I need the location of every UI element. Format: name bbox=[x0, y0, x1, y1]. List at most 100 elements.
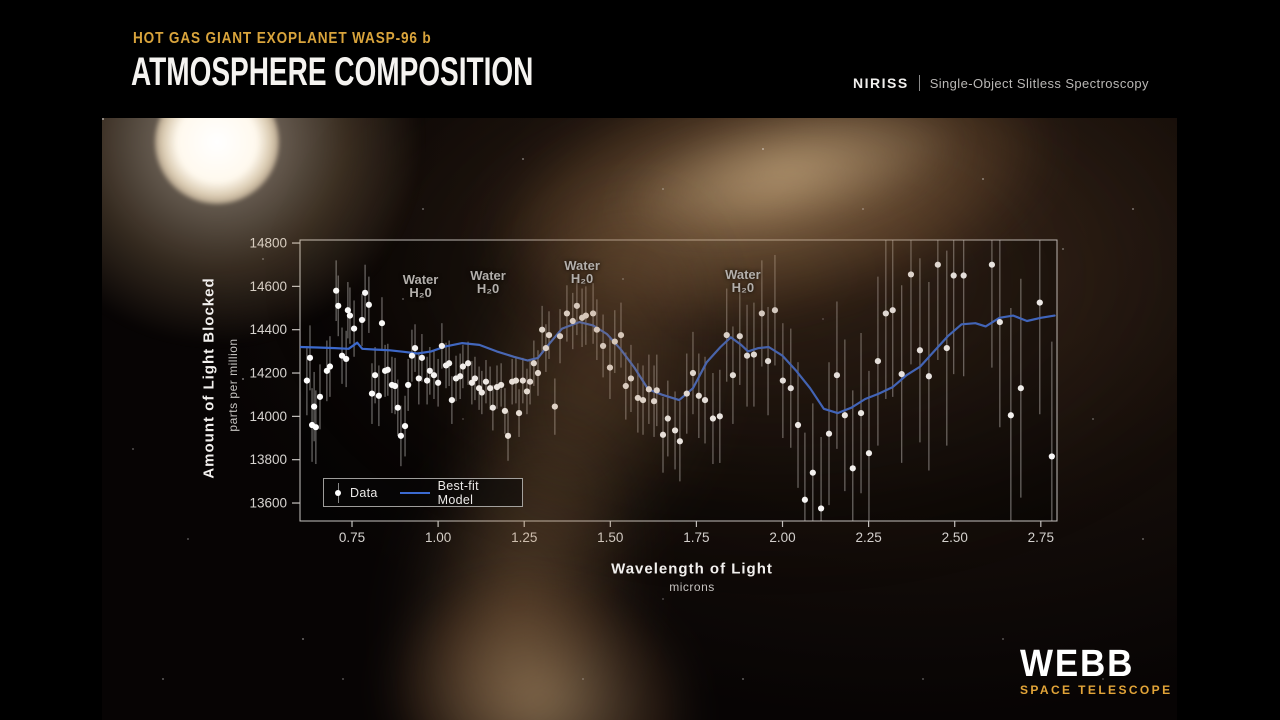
data-point bbox=[817, 505, 825, 512]
svg-text:2.25: 2.25 bbox=[855, 530, 881, 545]
data-point bbox=[438, 342, 445, 350]
kicker-text: HOT GAS GIANT EXOPLANET WASP-96 b bbox=[133, 30, 432, 47]
data-point bbox=[849, 465, 856, 472]
data-point bbox=[435, 379, 442, 386]
data-point bbox=[482, 378, 490, 385]
data-point bbox=[411, 345, 419, 352]
data-point bbox=[779, 377, 786, 384]
data-point bbox=[378, 320, 386, 327]
legend-model-label: Best-fit Model bbox=[437, 478, 479, 507]
data-point bbox=[729, 372, 737, 379]
data-point bbox=[426, 367, 433, 374]
data-point bbox=[833, 372, 841, 379]
instrument-info: NIRISS Single-Object Slitless Spectrosco… bbox=[853, 75, 1149, 91]
legend-point-icon bbox=[335, 489, 341, 496]
legend-data-label: Data bbox=[350, 485, 378, 500]
data-point bbox=[709, 415, 717, 422]
data-point bbox=[344, 307, 351, 314]
data-point bbox=[368, 390, 376, 397]
data-point bbox=[634, 394, 641, 402]
data-point bbox=[857, 410, 865, 417]
data-point bbox=[448, 397, 455, 404]
water-annotation: Water H₂0 bbox=[402, 271, 439, 300]
data-point bbox=[988, 261, 996, 268]
data-point bbox=[501, 407, 509, 415]
svg-text:1.75: 1.75 bbox=[683, 530, 709, 545]
data-point bbox=[716, 413, 723, 420]
data-point bbox=[478, 389, 485, 396]
data-point bbox=[943, 345, 950, 352]
data-point bbox=[599, 342, 607, 350]
data-point bbox=[401, 423, 409, 430]
data-point bbox=[650, 398, 658, 405]
data-point bbox=[306, 354, 314, 361]
data-point bbox=[457, 373, 464, 380]
data-point bbox=[925, 373, 932, 380]
svg-text:14000: 14000 bbox=[249, 409, 287, 424]
data-point bbox=[551, 403, 558, 410]
data-point bbox=[787, 385, 794, 392]
data-point bbox=[343, 355, 350, 363]
data-point bbox=[934, 261, 941, 268]
data-point bbox=[512, 377, 520, 384]
y-axis-title: Amount of Light Blocked bbox=[200, 277, 218, 479]
data-point bbox=[563, 310, 571, 317]
data-point bbox=[689, 369, 697, 377]
data-point bbox=[311, 403, 318, 410]
data-point bbox=[415, 375, 422, 382]
data-point bbox=[801, 496, 808, 503]
data-point bbox=[750, 351, 758, 358]
data-point bbox=[627, 375, 635, 382]
legend-model-line-icon bbox=[399, 491, 430, 494]
data-point bbox=[676, 438, 683, 445]
data-point bbox=[683, 390, 690, 397]
page-title: ATMOSPHERE COMPOSITION bbox=[131, 50, 534, 94]
data-point bbox=[530, 360, 537, 367]
data-point bbox=[1017, 385, 1024, 392]
data-point bbox=[464, 360, 472, 367]
data-point bbox=[898, 371, 905, 378]
data-point bbox=[471, 375, 479, 382]
data-point bbox=[335, 302, 342, 309]
data-point bbox=[468, 379, 475, 386]
data-point bbox=[423, 377, 431, 384]
data-point bbox=[874, 358, 882, 365]
legend-data-marker bbox=[334, 482, 342, 503]
data-point bbox=[606, 364, 614, 371]
svg-text:0.75: 0.75 bbox=[339, 530, 365, 545]
data-point bbox=[350, 325, 358, 332]
data-point bbox=[361, 289, 369, 296]
data-point bbox=[882, 310, 889, 317]
instrument-name: NIRISS bbox=[853, 75, 909, 91]
data-point bbox=[671, 427, 679, 434]
data-point bbox=[794, 421, 802, 429]
instrument-mode: Single-Object Slitless Spectroscopy bbox=[929, 75, 1149, 91]
data-point bbox=[371, 372, 379, 379]
svg-text:14200: 14200 bbox=[249, 366, 287, 381]
data-point bbox=[446, 360, 453, 367]
data-point bbox=[723, 332, 730, 339]
data-point bbox=[825, 430, 833, 437]
data-point bbox=[405, 381, 412, 389]
data-point bbox=[504, 432, 512, 439]
data-point bbox=[1036, 299, 1043, 306]
data-point bbox=[645, 386, 652, 393]
data-point bbox=[542, 345, 550, 352]
svg-text:1.25: 1.25 bbox=[511, 530, 537, 545]
data-point bbox=[639, 397, 647, 404]
data-point bbox=[743, 352, 751, 359]
data-point bbox=[764, 358, 772, 365]
webb-logo: WEBB SPACE TELESCOPE bbox=[1020, 645, 1172, 697]
data-point bbox=[394, 404, 401, 411]
data-point bbox=[582, 312, 589, 319]
data-point bbox=[326, 363, 334, 370]
legend-box: Data Best-fit Model bbox=[323, 478, 523, 507]
svg-text:13600: 13600 bbox=[249, 496, 287, 511]
data-point bbox=[865, 450, 873, 457]
data-point bbox=[397, 432, 405, 439]
data-point bbox=[545, 332, 553, 339]
data-point bbox=[534, 369, 542, 377]
svg-text:1.50: 1.50 bbox=[597, 530, 623, 545]
model-line bbox=[300, 314, 1056, 415]
